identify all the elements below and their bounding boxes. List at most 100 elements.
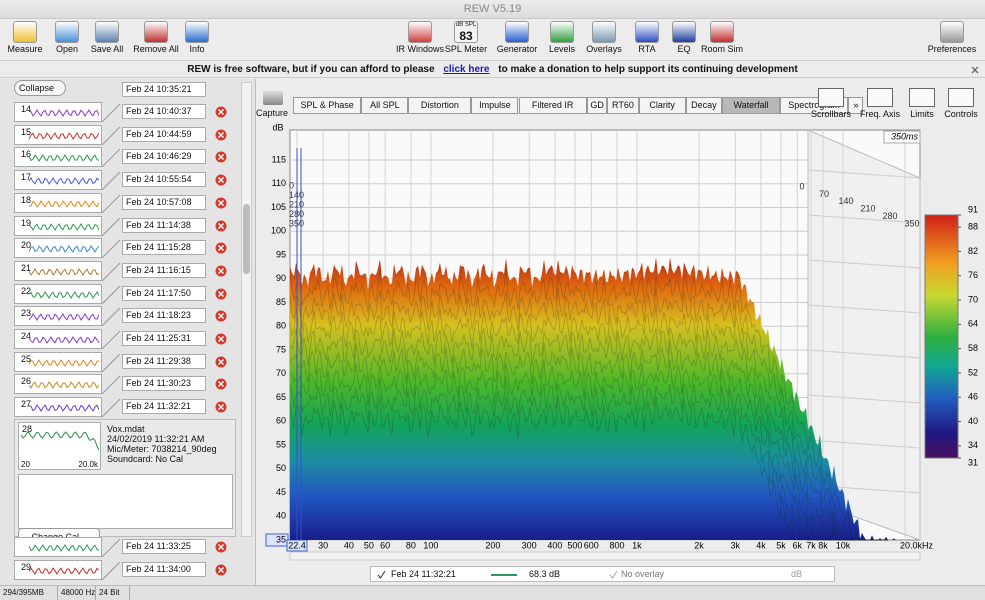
toolbar-icon[interactable] bbox=[408, 21, 432, 43]
toolbar-icon[interactable] bbox=[185, 21, 209, 43]
remove-button[interactable] bbox=[215, 129, 227, 141]
graph-tab[interactable]: Filtered IR bbox=[518, 97, 587, 114]
toolbar-button[interactable]: Levels bbox=[548, 44, 576, 54]
toolbar-icon[interactable] bbox=[592, 21, 616, 43]
toolbar-icon[interactable] bbox=[505, 21, 529, 43]
graph-tab[interactable]: SPL & Phase bbox=[293, 97, 362, 114]
measurement-name[interactable]: Feb 24 10:44:59 bbox=[122, 126, 206, 142]
toolbar-icon[interactable] bbox=[13, 21, 37, 43]
graph-tab[interactable]: Distortion bbox=[408, 97, 472, 114]
toolbar-button[interactable]: Overlays bbox=[586, 44, 622, 54]
notes-box[interactable] bbox=[18, 474, 233, 529]
legend-checkbox[interactable] bbox=[377, 570, 386, 579]
measurement-name[interactable]: Feb 24 10:40:37 bbox=[122, 104, 206, 119]
remove-button[interactable] bbox=[215, 197, 227, 209]
remove-button[interactable] bbox=[215, 288, 227, 300]
toolbar-button[interactable]: Open bbox=[55, 44, 79, 54]
measurement-name[interactable]: Feb 24 11:33:25 bbox=[122, 539, 206, 554]
graph-tab[interactable]: Impulse bbox=[471, 97, 519, 114]
measurement-name[interactable]: Feb 24 11:15:28 bbox=[122, 240, 206, 256]
tool-button[interactable]: Scrollbars bbox=[810, 109, 852, 119]
measurement-name[interactable]: Feb 24 10:57:08 bbox=[122, 194, 206, 210]
remove-button[interactable] bbox=[215, 564, 227, 576]
graph-tab[interactable]: Clarity bbox=[638, 97, 686, 114]
measurement-name[interactable]: Feb 24 10:55:54 bbox=[122, 172, 206, 188]
measurement-name[interactable]: Feb 24 11:34:00 bbox=[122, 561, 206, 577]
capture-icon[interactable] bbox=[263, 91, 283, 105]
remove-button[interactable] bbox=[215, 541, 227, 553]
measurement-name[interactable]: Feb 24 11:16:15 bbox=[122, 262, 206, 278]
toolbar-button[interactable]: Info bbox=[189, 44, 205, 54]
measurement-card[interactable]: 26 bbox=[14, 374, 102, 395]
remove-button[interactable] bbox=[215, 106, 227, 118]
close-banner[interactable] bbox=[971, 66, 979, 74]
measurement-card[interactable]: 17 bbox=[14, 170, 102, 191]
remove-button[interactable] bbox=[215, 310, 227, 322]
toolbar-button[interactable]: Remove All bbox=[133, 44, 179, 54]
measurement-name[interactable]: Feb 24 11:14:38 bbox=[122, 217, 206, 233]
measurement-name[interactable]: Feb 24 11:29:38 bbox=[122, 353, 206, 369]
measurement-card[interactable]: 27 bbox=[14, 397, 102, 418]
measurement-card[interactable]: 29 bbox=[14, 559, 102, 580]
remove-button[interactable] bbox=[215, 333, 227, 345]
collapse-button[interactable]: Collapse bbox=[14, 80, 66, 96]
toolbar-button[interactable]: IR Windows bbox=[395, 44, 445, 54]
remove-button[interactable] bbox=[215, 401, 227, 413]
measurement-card[interactable]: 23 bbox=[14, 306, 102, 327]
graph-tab[interactable]: All SPL bbox=[361, 97, 409, 114]
toolbar-icon[interactable] bbox=[144, 21, 168, 43]
tool-icon[interactable] bbox=[948, 88, 974, 107]
measurement-card[interactable]: 18 bbox=[14, 192, 102, 213]
toolbar-icon[interactable] bbox=[710, 21, 734, 43]
graph-tab[interactable]: GD bbox=[586, 97, 608, 114]
measurement-name[interactable]: Feb 24 10:35:21 bbox=[122, 82, 206, 97]
measurement-name[interactable]: Feb 24 11:30:23 bbox=[122, 376, 206, 392]
measurement-card[interactable]: 14 bbox=[14, 102, 102, 122]
measurement-card[interactable]: 25 bbox=[14, 351, 102, 372]
tool-icon[interactable] bbox=[909, 88, 935, 107]
measurement-name[interactable]: Feb 24 11:18:23 bbox=[122, 308, 206, 324]
remove-button[interactable] bbox=[215, 242, 227, 254]
graph-tab[interactable]: Waterfall bbox=[722, 97, 780, 114]
measurement-name[interactable]: Feb 24 11:25:31 bbox=[122, 331, 206, 346]
tool-icon[interactable] bbox=[818, 88, 844, 107]
toolbar-button[interactable]: Preferences bbox=[927, 44, 977, 54]
toolbar-icon[interactable]: dB SPL 83 bbox=[454, 21, 478, 43]
graph-tab[interactable]: » bbox=[848, 97, 864, 114]
toolbar-icon[interactable] bbox=[672, 21, 696, 43]
toolbar-button[interactable]: SPL Meter bbox=[444, 44, 488, 54]
toolbar-icon[interactable] bbox=[55, 21, 79, 43]
measurement-card[interactable]: 15 bbox=[14, 124, 102, 145]
toolbar-button[interactable]: Measure bbox=[7, 44, 43, 54]
measurement-name[interactable]: Feb 24 10:46:29 bbox=[122, 149, 206, 165]
donate-link[interactable]: click here bbox=[443, 64, 490, 75]
remove-button[interactable] bbox=[215, 220, 227, 232]
tool-button[interactable]: Limits bbox=[910, 109, 934, 119]
toolbar-icon[interactable] bbox=[550, 21, 574, 43]
graph-tab[interactable]: RT60 bbox=[607, 97, 639, 114]
measurement-card[interactable]: 16 bbox=[14, 147, 102, 168]
remove-button[interactable] bbox=[215, 151, 227, 163]
toolbar-icon[interactable] bbox=[940, 21, 964, 43]
remove-button[interactable] bbox=[215, 378, 227, 390]
tool-button[interactable]: Controls bbox=[944, 109, 978, 119]
measurement-card[interactable]: 24 bbox=[14, 329, 102, 349]
toolbar-icon[interactable] bbox=[635, 21, 659, 43]
tool-icon[interactable] bbox=[867, 88, 893, 107]
remove-button[interactable] bbox=[215, 265, 227, 277]
graph-tab[interactable]: Decay bbox=[685, 97, 723, 114]
remove-button[interactable] bbox=[215, 356, 227, 368]
measurement-card[interactable]: 22 bbox=[14, 283, 102, 304]
measurement-card[interactable]: 21 bbox=[14, 260, 102, 281]
toolbar-button[interactable]: EQ bbox=[677, 44, 691, 54]
toolbar-button[interactable]: Room Sim bbox=[700, 44, 744, 54]
toolbar-button[interactable]: Generator bbox=[496, 44, 538, 54]
toolbar-button[interactable]: Save All bbox=[90, 44, 124, 54]
measurement-name[interactable]: Feb 24 11:32:21 bbox=[122, 399, 206, 415]
remove-button[interactable] bbox=[215, 174, 227, 186]
tool-button[interactable]: Freq. Axis bbox=[859, 109, 901, 119]
measurement-card[interactable] bbox=[14, 537, 102, 557]
measurement-name[interactable]: Feb 24 11:17:50 bbox=[122, 285, 206, 301]
measurement-card[interactable]: 19 bbox=[14, 215, 102, 236]
toolbar-icon[interactable] bbox=[95, 21, 119, 43]
